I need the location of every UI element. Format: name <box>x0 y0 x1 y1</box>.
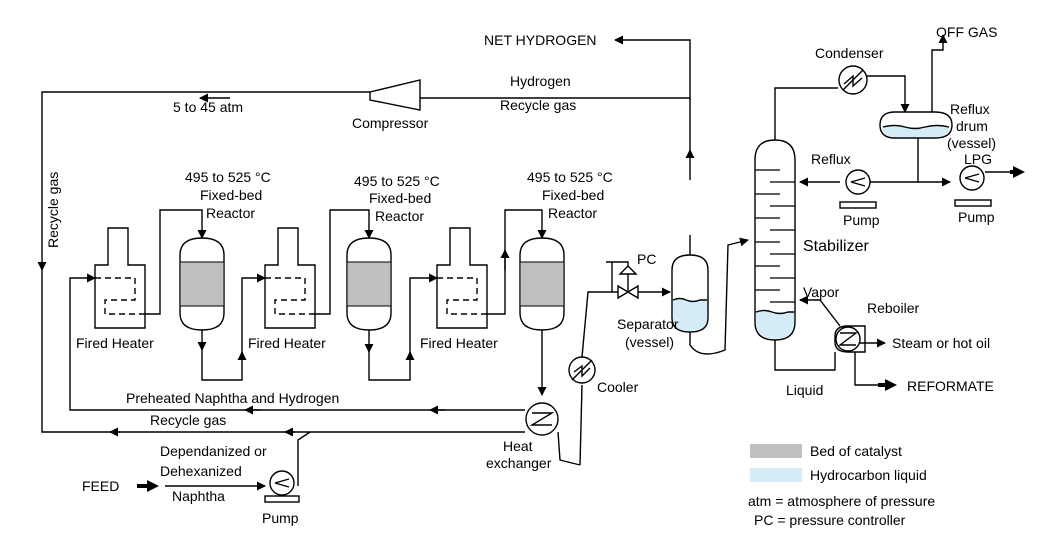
label-reflux-pump: Pump <box>843 212 880 228</box>
label-steam: Steam or hot oil <box>892 335 990 351</box>
recycle-gas-loop <box>37 35 695 437</box>
label-recycle-gas-bottom: Recycle gas <box>150 412 226 428</box>
reactor-2-type: Fixed-bed <box>369 190 431 206</box>
legend-liquid-swatch <box>750 468 802 482</box>
label-separator-1: Separator <box>617 316 679 332</box>
label-liquid: Liquid <box>786 382 823 398</box>
reactor-1-labels: 495 to 525 °C Fixed-bed Reactor <box>185 169 271 221</box>
reactor-1-type: Fixed-bed <box>200 187 262 203</box>
legend-atm-text: atm = atmosphere of pressure <box>748 493 935 509</box>
reactor-3 <box>519 237 565 331</box>
label-reformate: REFORMATE <box>907 378 994 394</box>
label-fired-heater-3: Fired Heater <box>420 335 498 351</box>
label-reboiler: Reboiler <box>867 300 919 316</box>
separator-vessel <box>671 235 749 355</box>
reactor-2 <box>346 237 392 331</box>
reactor-2-temp: 495 to 525 °C <box>354 173 440 189</box>
label-cooler: Cooler <box>597 379 639 395</box>
pressure-controller <box>606 261 671 300</box>
reactor-3-labels: 495 to 525 °C Fixed-bed Reactor <box>527 169 613 221</box>
label-fired-heater-2: Fired Heater <box>248 335 326 351</box>
label-hydrogen: Hydrogen <box>510 73 571 89</box>
feed-pump <box>264 470 300 503</box>
label-off-gas: OFF GAS <box>936 24 997 40</box>
label-preheated: Preheated Naphtha and Hydrogen <box>126 390 339 406</box>
label-recycle-gas-top: Recycle gas <box>500 97 576 113</box>
label-feed-desc-2: Dehexanized <box>160 463 242 479</box>
label-recycle-gas-vertical: Recycle gas <box>45 172 61 248</box>
stabilizer-column <box>754 139 796 341</box>
label-reflux-drum-1: Reflux <box>950 101 990 117</box>
reactor-3-type: Fixed-bed <box>542 187 604 203</box>
label-heat-exchanger-2: exchanger <box>486 455 552 471</box>
preheated-line <box>69 273 525 415</box>
label-pressure: 5 to 45 atm <box>173 99 243 115</box>
reflux-pump <box>839 169 877 209</box>
label-pc: PC <box>637 251 656 267</box>
label-feed-pump: Pump <box>262 510 299 526</box>
label-stabilizer: Stabilizer <box>803 238 869 255</box>
label-reflux: Reflux <box>811 151 851 167</box>
fired-heater-3 <box>436 227 488 329</box>
reactor-1 <box>179 237 225 331</box>
legend-pc-text: PC = pressure controller <box>754 512 906 528</box>
label-feed-desc-3: Naphtha <box>172 488 225 504</box>
legend-catalyst-text: Bed of catalyst <box>810 443 902 459</box>
label-separator-2: (vessel) <box>625 334 674 350</box>
reactor-3-name: Reactor <box>548 205 597 221</box>
reactor-1-temp: 495 to 525 °C <box>185 169 271 185</box>
label-fired-heater-1: Fired Heater <box>76 335 154 351</box>
label-reflux-drum-2: drum <box>956 118 988 134</box>
reactor-3-temp: 495 to 525 °C <box>527 169 613 185</box>
label-heat-exchanger-1: Heat <box>503 438 533 454</box>
label-reflux-drum-3: (vessel) <box>947 135 996 151</box>
reactor-2-name: Reactor <box>375 208 424 224</box>
label-feed: FEED <box>82 478 119 494</box>
label-feed-desc-1: Dependanized or <box>160 443 267 459</box>
fired-heater-1 <box>94 227 146 329</box>
heat-exchanger <box>525 315 581 466</box>
reactor-piping <box>145 209 547 381</box>
label-lpg: LPG <box>964 151 992 167</box>
legend-liquid-text: Hydrocarbon liquid <box>810 467 927 483</box>
reboiler <box>774 295 897 391</box>
reactor-2-labels: 495 to 525 °C Fixed-bed Reactor <box>354 173 440 224</box>
reactor-1-name: Reactor <box>206 205 255 221</box>
fired-heater-2 <box>264 227 316 329</box>
overhead-system <box>774 34 1025 187</box>
cooler <box>568 291 618 466</box>
lpg-pump <box>954 165 992 207</box>
label-vapor: Vapor <box>803 284 840 300</box>
label-net-hydrogen: NET HYDROGEN <box>484 32 597 48</box>
compressor <box>369 79 421 111</box>
legend-catalyst-swatch <box>750 444 802 458</box>
feed-line <box>137 431 311 492</box>
label-condenser: Condenser <box>815 45 884 61</box>
label-lpg-pump: Pump <box>958 209 995 225</box>
label-compressor: Compressor <box>352 115 429 131</box>
